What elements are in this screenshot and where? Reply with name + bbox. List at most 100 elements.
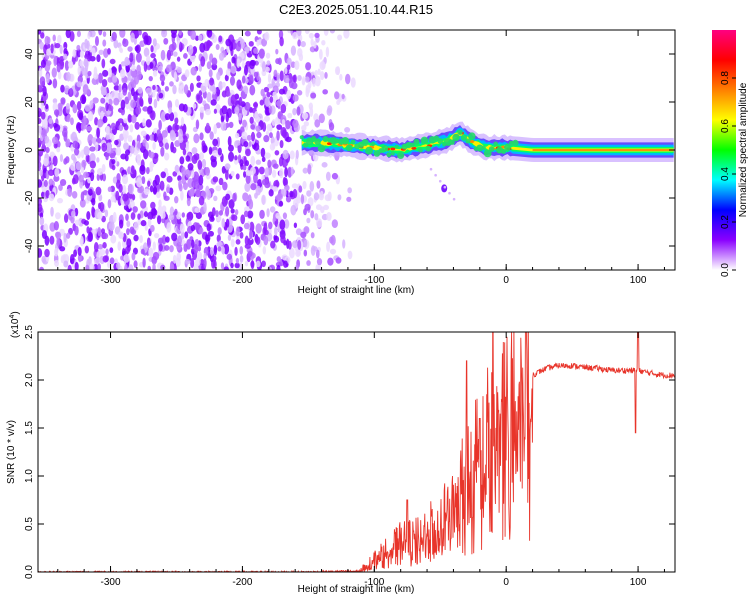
noise-cell [226,253,233,260]
noise-cell [153,186,158,195]
noise-cell [174,164,180,173]
noise-cell [38,203,43,213]
noise-cell [70,162,77,171]
snr-ytick-label: 1.0 [24,469,35,483]
noise-cell [256,131,262,139]
noise-cell [172,84,177,95]
noise-cell [308,32,314,39]
noise-cell [176,242,182,251]
noise-cell [114,139,119,146]
noise-cell [149,161,155,168]
noise-cell [56,63,61,73]
noise-cell [52,34,56,42]
noise-cell [105,142,112,154]
noise-cell [272,186,279,192]
signal-blob [341,137,350,145]
noise-cell [216,234,221,243]
signal-blob [460,134,468,141]
noise-cell [220,115,225,123]
noise-cell [253,142,260,151]
noise-cell [248,40,254,47]
noise-cell [317,68,321,76]
noise-cell [83,220,90,226]
noise-cell [122,174,129,185]
signal-blob [468,132,476,140]
spectrogram-ytick-label: -40 [24,238,35,253]
noise-cell [155,183,161,190]
noise-cell [149,62,154,69]
noise-cell [133,169,137,178]
noise-cell [314,32,320,38]
noise-cell [122,184,127,196]
noise-cell [315,76,321,87]
noise-cell [109,58,116,65]
signal-blob [381,144,389,152]
noise-cell [255,159,262,165]
noise-cell [118,83,122,93]
noise-cell [78,112,84,121]
noise-cell [329,248,337,255]
noise-cell [234,155,238,161]
noise-cell [243,210,249,218]
noise-cell [81,67,88,76]
noise-cell [190,66,197,76]
noise-cell [118,124,124,132]
noise-cell [70,117,74,126]
noise-cell [213,108,217,114]
snr-line [38,332,675,572]
noise-cell [218,80,223,91]
noise-cell [123,142,130,151]
noise-cell [254,110,259,122]
noise-cell [159,180,165,191]
noise-cell [71,191,78,199]
noise-cell [248,141,252,147]
noise-cell [303,121,310,127]
noise-cell [239,159,244,167]
spectrogram-noise-cells [38,30,356,270]
noise-cell [239,255,244,263]
noise-cell [44,135,50,144]
noise-cell [146,166,150,175]
noise-cell [101,142,108,152]
noise-cell [95,256,100,264]
noise-cell [97,168,104,176]
noise-cell [182,103,188,113]
noise-cell [52,78,58,89]
noise-cell [63,48,68,56]
noise-cell [303,226,310,234]
noise-cell [245,174,251,185]
colorbar: 0.0 0.2 0.4 0.6 0.8 Normalized spectral ampl… [712,30,749,277]
noise-cell [259,99,265,106]
noise-cell [215,185,222,192]
noise-cell [317,264,322,270]
noise-cell [156,191,161,199]
noise-cell [134,45,139,52]
noise-cell [304,76,310,83]
signal-blob [449,139,455,145]
noise-cell [130,32,135,43]
noise-cell [306,260,311,266]
noise-cell [215,210,219,218]
noise-cell [112,75,118,83]
noise-cell [295,228,302,236]
noise-cell [197,245,202,252]
noise-cell [265,66,270,72]
noise-cell [248,75,254,85]
noise-cell [160,211,166,219]
signal-blob [433,135,439,141]
noise-cell [97,226,102,237]
noise-cell [247,250,253,257]
noise-cell [218,52,225,61]
signal-blob [481,145,486,150]
signal-blob [452,133,460,142]
noise-cell [174,140,181,147]
noise-cell [321,40,326,46]
noise-cell [38,67,43,78]
noise-cell [95,141,99,153]
noise-cell [227,234,232,241]
noise-cell [97,211,103,220]
noise-cell [275,212,281,219]
noise-cell [184,231,189,239]
noise-cell [117,241,122,251]
noise-cell [56,237,60,247]
